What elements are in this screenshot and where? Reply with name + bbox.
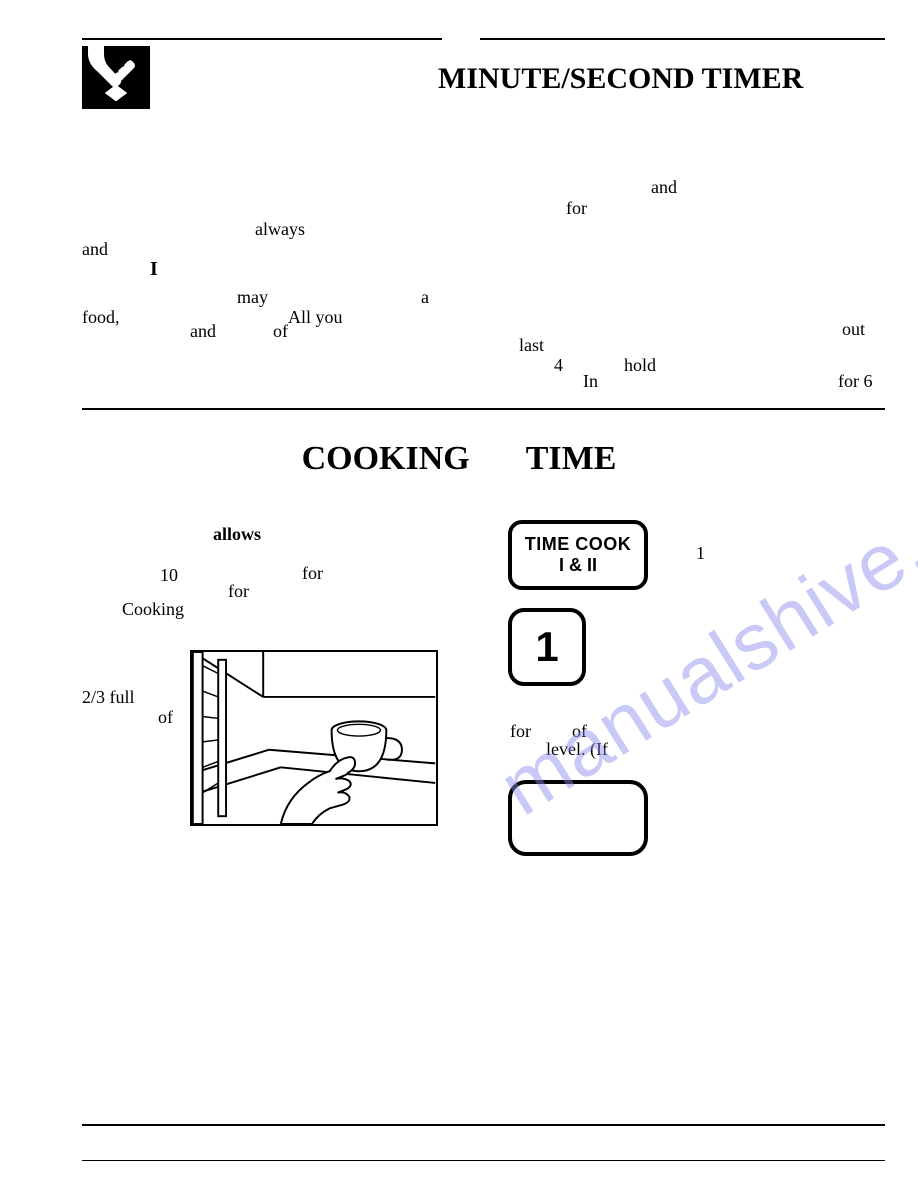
rule-mid [82, 408, 885, 410]
rule-top-left [82, 38, 442, 40]
word: of [273, 322, 288, 340]
word: I [150, 259, 158, 279]
time-cook-label-1: TIME COOK [525, 534, 632, 555]
rule-bottom [82, 1124, 885, 1126]
word: for [510, 722, 531, 740]
blank-button [508, 780, 648, 856]
manual-page: MINUTE/SECOND TIMER and for always and I… [0, 0, 918, 1188]
word: out [842, 320, 865, 338]
word: 1 [696, 544, 705, 562]
word: for [566, 199, 587, 217]
word: and [82, 240, 108, 258]
word: All you [288, 308, 343, 326]
word: for [302, 564, 323, 582]
word: a [421, 288, 429, 306]
word: 2/3 full [82, 688, 135, 706]
word: last [519, 336, 544, 354]
rule-bottom-2 [82, 1160, 885, 1161]
word: for 6 [838, 372, 873, 390]
word: and [651, 178, 677, 196]
word: allows [213, 525, 261, 543]
digit-1-label: 1 [535, 623, 558, 671]
word: may [237, 288, 268, 306]
word: 10 [160, 566, 178, 584]
word: of [572, 722, 587, 740]
heading-cooking-time: COOKING TIME [0, 440, 918, 478]
word: always [255, 220, 305, 238]
word: hold [624, 356, 656, 374]
time-cook-button: TIME COOK I & II [508, 520, 648, 590]
word: food, [82, 308, 120, 326]
word: of [158, 708, 173, 726]
word: Cooking [122, 600, 184, 618]
word: level. (If [546, 740, 608, 758]
time-cook-label-2: I & II [559, 555, 597, 576]
rule-top-right [480, 38, 885, 40]
word: In [583, 372, 598, 390]
finger-press-icon [82, 46, 150, 109]
heading-timer: MINUTE/SECOND TIMER [438, 62, 803, 96]
word: 4 [554, 356, 563, 374]
digit-1-button: 1 [508, 608, 586, 686]
heading-cooking: COOKING [302, 440, 470, 478]
microwave-cup-illustration [190, 650, 438, 826]
word: and [190, 322, 216, 340]
word: for [228, 582, 249, 600]
heading-time: TIME [526, 440, 617, 478]
